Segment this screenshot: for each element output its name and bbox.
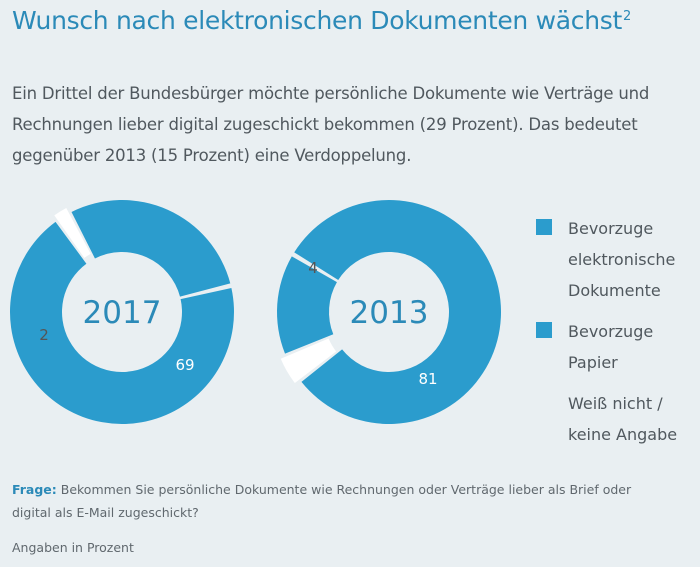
slice-label-2013-2: 4 (308, 259, 318, 277)
slice-2013-2 (280, 338, 337, 384)
donut-center-year-2017: 2017 (83, 295, 162, 331)
slice-label-2013-1: 81 (418, 370, 437, 388)
slice-2013-0 (277, 256, 337, 354)
donut-2017: 296922017 (9, 200, 235, 425)
legend-item: Bevorzuge elektronische Dokumente (536, 213, 696, 306)
legend-label: Bevorzuge Papier (568, 322, 654, 372)
legend-swatch (536, 219, 552, 235)
slice-2017-2 (54, 207, 91, 258)
slice-2017-0 (71, 200, 231, 297)
title-text: Wunsch nach elektronischen Dokumenten wä… (12, 6, 623, 35)
legend-item: Bevorzuge Papier (536, 316, 696, 378)
unit-note: Angaben in Prozent (12, 540, 134, 555)
question-text: Bekommen Sie persönliche Dokumente wie R… (12, 482, 632, 520)
donut-2013: 158142013 (277, 200, 502, 425)
donut-center-year-2013: 2013 (350, 295, 429, 331)
legend-swatch (536, 322, 552, 338)
legend: Bevorzuge elektronische Dokumente Bevorzu… (536, 213, 696, 450)
slice-label-2017-1: 69 (175, 356, 194, 374)
chart-title: Wunsch nach elektronischen Dokumenten wä… (12, 6, 631, 35)
slice-label-2017-2: 2 (39, 326, 49, 344)
slice-2017-1 (9, 221, 235, 425)
legend-item: Weiß nicht / keine Angabe (536, 388, 696, 450)
legend-label: Bevorzuge elektronische Dokumente (568, 219, 676, 300)
intro-text: Ein Drittel der Bundesbürger möchte pers… (12, 84, 650, 165)
question-note: Frage: Bekommen Sie persönliche Dokument… (12, 478, 672, 524)
question-label: Frage: (12, 482, 57, 497)
legend-label: Weiß nicht / keine Angabe (568, 394, 678, 444)
donut-charts: 296922017158142013 (9, 200, 502, 425)
slice-2013-1 (294, 200, 502, 425)
title-footnote: 2 (623, 8, 631, 24)
